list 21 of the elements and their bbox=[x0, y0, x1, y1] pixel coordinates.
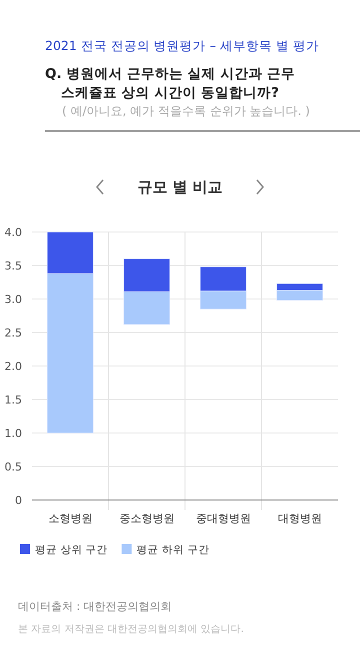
text: 본 자료의 저작권은 대한전공의협의회에 있습니다. bbox=[18, 624, 244, 635]
y-tick-label: 4.0 bbox=[4, 226, 22, 239]
legend-label: 평균 하위 구간 bbox=[136, 544, 210, 556]
text: ( 예/아니요, 예가 적을수록 순위가 높습니다. ) bbox=[62, 104, 310, 118]
x-tick-label: 중대형병원 bbox=[196, 512, 251, 525]
y-tick-label: 1.5 bbox=[4, 394, 22, 406]
y-tick-label: 0 bbox=[15, 494, 22, 507]
y-tick-label: 1.0 bbox=[4, 427, 22, 440]
text: 데이터출처 : 대한전공의협의회 bbox=[18, 600, 172, 613]
x-tick-label: 중소형병원 bbox=[119, 512, 174, 525]
y-tick-label: 2.0 bbox=[4, 360, 22, 373]
chart-title: 2021 전국 전공의 병원평가 – 세부항목 별 평가 bbox=[45, 38, 319, 53]
text: 규모 별 비교 bbox=[137, 178, 223, 196]
legend-label: 평균 상위 구간 bbox=[35, 544, 108, 556]
y-tick-label: 2.5 bbox=[4, 326, 22, 340]
x-tick-label: 소형병원 bbox=[48, 512, 92, 525]
x-tick-label: 대형병원 bbox=[278, 512, 322, 525]
chart-subtitle: Q. 병원에서 근무하는 실제 시간과 근무 스케쥴표 상의 시간이 동일합니까? bbox=[45, 66, 296, 101]
y-tick-label: 0.5 bbox=[4, 460, 22, 474]
y-tick-label: 3.5 bbox=[4, 260, 22, 272]
y-tick-label: 3.0 bbox=[4, 293, 22, 306]
